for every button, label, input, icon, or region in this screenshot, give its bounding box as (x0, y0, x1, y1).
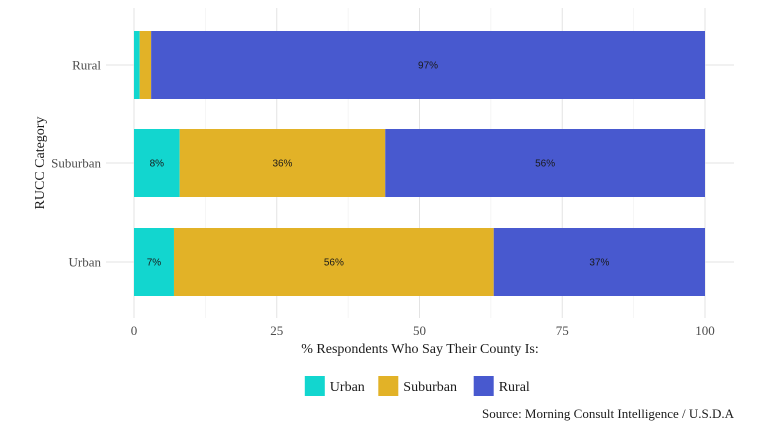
bar-urban-rural (493, 228, 705, 296)
source-caption: Source: Morning Consult Intelligence / U… (482, 406, 735, 421)
data-label: 36% (272, 159, 292, 170)
bar-rural-rural (151, 31, 705, 99)
legend-label: Urban (330, 380, 365, 395)
bar-suburban-suburban (179, 129, 386, 197)
legend-label: Rural (499, 380, 530, 395)
bar-urban-suburban (173, 228, 494, 296)
data-label: 97% (418, 61, 438, 72)
x-tick-label: 25 (270, 323, 283, 338)
bars (134, 31, 705, 296)
axes: Rural Suburban Urban 0 25 50 75 100 (51, 58, 715, 339)
bar-urban-urban (134, 228, 174, 296)
x-axis-title: % Respondents Who Say Their County Is: (301, 342, 538, 357)
legend: Urban Suburban Rural (304, 376, 530, 396)
x-tick-label: 100 (695, 323, 715, 338)
x-tick-label: 0 (131, 323, 138, 338)
y-tick-label: Rural (72, 58, 101, 73)
data-label: 56% (535, 159, 555, 170)
legend-label: Suburban (403, 380, 457, 395)
bar-suburban-rural (385, 129, 705, 197)
data-label: 56% (324, 258, 344, 269)
bar-rural-urban (134, 31, 140, 99)
data-label: 7% (147, 258, 162, 269)
bar-suburban-urban (134, 129, 180, 197)
legend-swatch-suburban (378, 376, 399, 396)
y-tick-label: Urban (69, 255, 102, 270)
y-axis-title: RUCC Category (33, 117, 48, 210)
legend-swatch-rural (473, 376, 494, 396)
x-tick-label: 75 (556, 323, 569, 338)
legend-swatch-urban (304, 376, 325, 396)
y-tick-label: Suburban (51, 156, 101, 171)
data-labels: 97% 8% 36% 56% 7% 56% 37% (147, 61, 610, 269)
x-tick-label: 50 (413, 323, 426, 338)
bar-rural-suburban (139, 31, 152, 99)
data-label: 37% (589, 258, 609, 269)
data-label: 8% (150, 159, 165, 170)
